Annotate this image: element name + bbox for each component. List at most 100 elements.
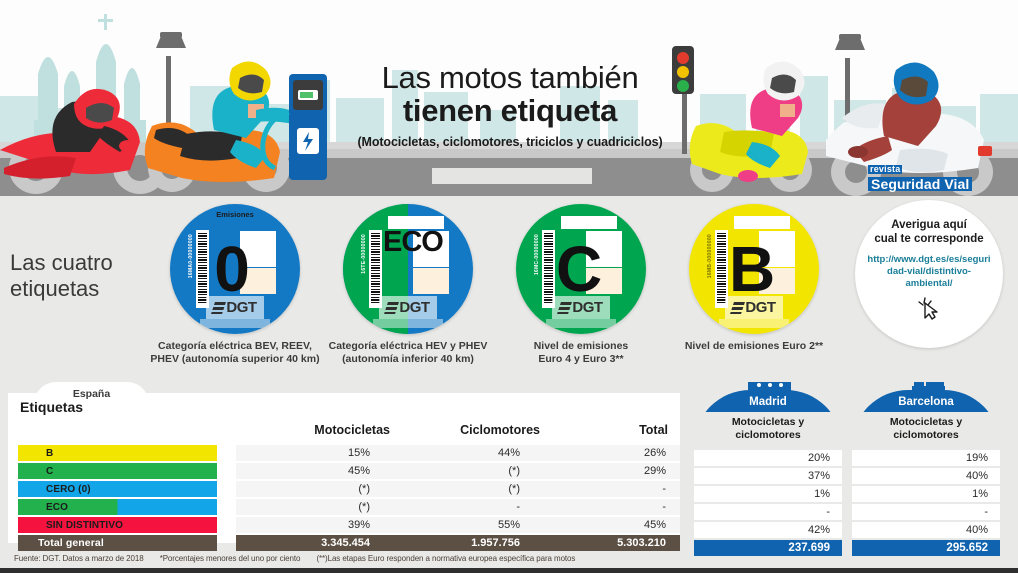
footnote-source: Fuente: DGT. Datos a marzo de 2018 [14, 554, 144, 563]
madrid-value-c: 37% [694, 468, 842, 485]
total-total: 5.303.210 [617, 537, 666, 549]
red-motorcycle-illustration [0, 88, 167, 194]
value-cells-c: 45% (*) 29% [236, 463, 680, 479]
madrid-subtitle: Motocicletas y ciclomotores [694, 416, 842, 442]
barcelona-value-rows: 19% 40% 1% - 40% 295.652 [852, 450, 1000, 557]
value-c-total: 29% [643, 465, 666, 477]
barcelona-value-sin-distintivo: 40% [852, 522, 1000, 539]
street-scene-illustration [0, 32, 993, 196]
footnote-euro: (**)Las etapas Euro responden a normativ… [316, 554, 576, 563]
value-cells-b: 15% 44% 26% [236, 445, 680, 461]
tag-cell-eco: ECO [18, 499, 218, 515]
sticker-c-top-box [561, 216, 617, 229]
tag-label-eco: ECO [46, 501, 68, 513]
barcelona-dome-shape [852, 390, 1000, 412]
sticker-c-dgt-logo: DGT [552, 296, 610, 319]
barcelona-monument-icon [912, 382, 945, 392]
tag-label-cero: CERO (0) [46, 483, 91, 495]
total-ciclomotores: 1.957.756 [471, 537, 520, 549]
orange-scooter-illustration [144, 61, 298, 192]
table-row: B 15% 44% 26% [8, 445, 680, 461]
data-tables-section: España Etiquetas Motocicletas Ciclomotor… [0, 382, 1018, 573]
cta-url-link[interactable]: http://www.dgt.es/es/seguridad-vial/dist… [867, 253, 991, 290]
dgt-label-b-circle: 16MB-000000000 B DGT [689, 204, 819, 334]
table-row-total: Total general 3.345.454 1.957.756 5.303.… [8, 535, 680, 551]
sticker-eco-barcode-text: 16TE-00000000 [361, 234, 367, 274]
table-row: C 45% (*) 29% [8, 463, 680, 479]
barcelona-value-cero: 1% [852, 486, 1000, 503]
sticker-eco-barcode [369, 230, 382, 308]
value-b-motocicletas: 15% [347, 447, 370, 459]
madrid-value-b: 20% [694, 450, 842, 467]
side-title-line-1: Las cuatro [10, 250, 113, 275]
value-cero-total: - [662, 483, 666, 495]
mouse-cursor-icon [916, 295, 942, 321]
barcelona-subtitle-line-2: ciclomotores [893, 429, 959, 442]
tag-label-total: Total general [38, 537, 104, 549]
sticker-0-caption-line-2: PHEV (autonomía superior 40 km) [150, 353, 320, 366]
value-b-total: 26% [643, 447, 666, 459]
sticker-0-foot-strip [200, 319, 270, 328]
tag-cell-total: Total general [18, 535, 218, 551]
tag-cell-cero: CERO (0) [18, 481, 218, 497]
bottom-rule [0, 568, 1018, 573]
tag-color-bar-eco [18, 499, 218, 515]
road-kerb [0, 149, 1018, 158]
title-subtitle: (Motocicletas, ciclomotores, triciclos y… [357, 134, 663, 149]
sticker-eco-caption-line-2: (autonomía inferior 40 km) [342, 353, 474, 366]
sticker-0-emisiones-label: Emisiones [216, 210, 254, 219]
tag-cell-sin-distintivo: SIN DISTINTIVO [18, 517, 218, 533]
sticker-eco-cream-box [413, 268, 449, 294]
sticker-c-plate-box [586, 231, 622, 267]
barcelona-value-eco: - [852, 504, 1000, 521]
column-header-total: Total [639, 423, 668, 437]
sticker-b-barcode [715, 230, 728, 308]
etiquetas-header-label: Etiquetas [20, 399, 84, 415]
madrid-value-sin-distintivo: 42% [694, 522, 842, 539]
cta-heading-line-2: cual te corresponde [874, 233, 984, 246]
value-c-ciclomotores: (*) [508, 465, 520, 477]
tag-color-bar-c [18, 463, 218, 479]
value-cells-sin-distintivo: 39% 55% 45% [236, 517, 680, 533]
street-lamp-icon-2 [835, 34, 865, 152]
title-plate-decoration [432, 168, 592, 184]
barcelona-subtitle-line-1: Motocicletas y [889, 416, 963, 428]
value-sin-total: 45% [643, 519, 666, 531]
spain-table-panel: España Etiquetas Motocicletas Ciclomotor… [8, 382, 680, 551]
value-cells-eco: (*) - - [236, 499, 680, 515]
city-panel-madrid: Madrid Motocicletas y ciclomotores 20% 3… [694, 382, 842, 558]
value-sin-motocicletas: 39% [347, 519, 370, 531]
sticker-c-foot-strip [546, 319, 616, 328]
tag-label-b: B [46, 447, 54, 459]
value-cells-total: 3.345.454 1.957.756 5.303.210 [236, 535, 680, 551]
city-panel-barcelona: Barcelona Motocicletas y ciclomotores 19… [852, 382, 1000, 558]
sticker-eco-top-box [388, 216, 444, 229]
value-cero-motocicletas: (*) [358, 483, 370, 495]
logo-revista-text: revista [868, 164, 903, 174]
page-title: Las motos también tienen etiqueta (Motoc… [330, 62, 690, 149]
sticker-eco-code: ECO [383, 226, 444, 258]
sticker-0-dgt-logo: DGT [206, 296, 264, 319]
title-line-2: tienen etiqueta [402, 92, 618, 128]
ev-charging-station-icon [260, 74, 327, 180]
madrid-value-rows: 20% 37% 1% - 42% 237.699 [694, 450, 842, 557]
madrid-value-eco: - [694, 504, 842, 521]
value-cells-cero: (*) (*) - [236, 481, 680, 497]
tag-cell-b: B [18, 445, 218, 461]
footnote-percent: *Porcentajes menores del uno por ciento [159, 554, 301, 563]
sticker-b-top-box [734, 216, 790, 229]
value-c-motocicletas: 45% [347, 465, 370, 477]
barcelona-value-c: 40% [852, 468, 1000, 485]
sticker-b-plate-box [759, 231, 795, 267]
value-eco-total: - [662, 501, 666, 513]
value-sin-ciclomotores: 55% [497, 519, 520, 531]
cta-url-circle[interactable]: Averigua aquí cual te corresponde http:/… [855, 200, 1003, 348]
logo-seguridad-vial-text: Seguridad Vial [868, 177, 973, 191]
dgt-label-eco-circle: 16TE-00000000 ECO DGT [343, 204, 473, 334]
sticker-0-caption-line-1: Categoría eléctrica BEV, REEV, [158, 340, 312, 352]
dgt-label-0-circle: Emisiones 16MA0-00000000 0 DGT [170, 204, 300, 334]
barcelona-city-name: Barcelona [898, 396, 954, 408]
madrid-city-name: Madrid [749, 396, 787, 408]
sticker-c-caption: Nivel de emisiones Euro 4 y Euro 3** [481, 340, 681, 367]
